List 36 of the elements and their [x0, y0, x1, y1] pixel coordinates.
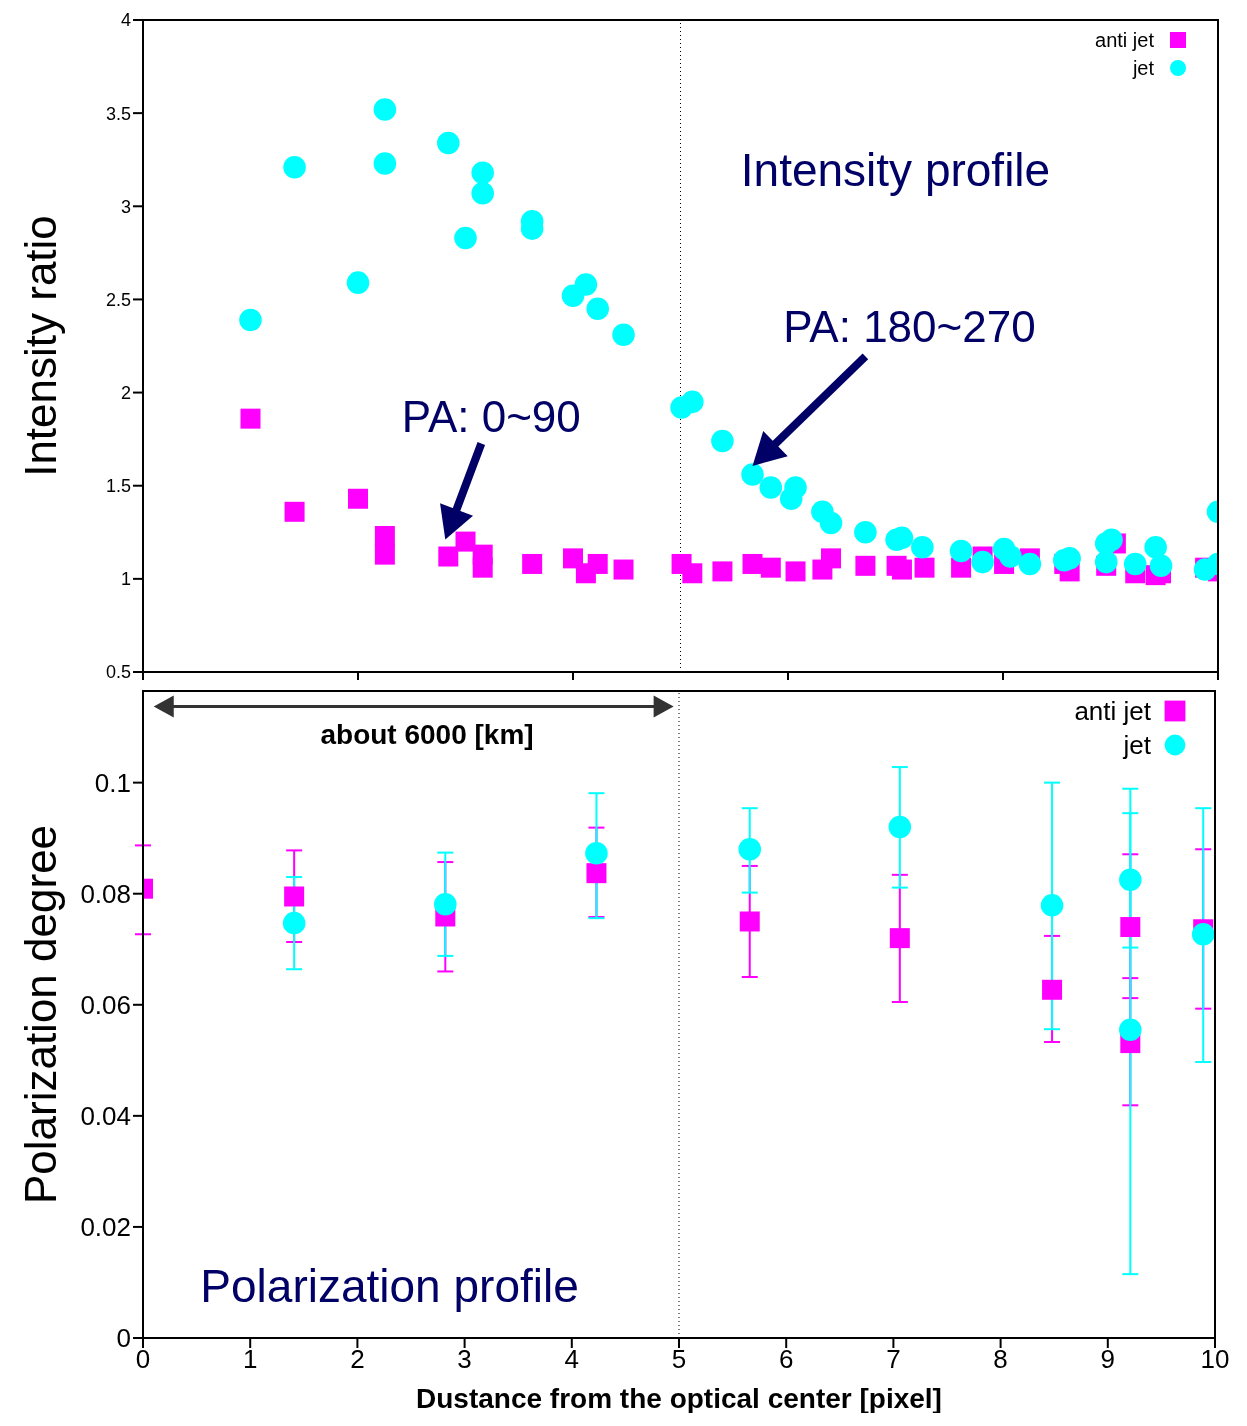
x-tick-label: 7 [886, 1344, 901, 1375]
legend-label: jet [1122, 730, 1152, 760]
x-tick-label: 8 [993, 1344, 1008, 1375]
x-tick-label: 5 [671, 1344, 687, 1375]
x-tick-label: 6 [778, 1344, 794, 1375]
y-tick-label: 2 [120, 382, 131, 403]
legend-label: anti jet [1095, 29, 1155, 51]
annotation: about 6000 [km] [320, 718, 534, 750]
y-tick-label: 0.04 [80, 1101, 131, 1132]
y-tick-label: 0.5 [105, 662, 131, 683]
y-tick-label: 0.02 [80, 1212, 131, 1243]
y-tick-label: 2.5 [105, 289, 131, 310]
x-tick-label: 9 [1100, 1344, 1116, 1375]
y-tick-label: 4 [120, 10, 131, 31]
y-axis-title: Intensity ratio [15, 215, 65, 477]
y-tick-label: 3.5 [105, 103, 131, 124]
annotation: PA: 180~270 [783, 301, 1036, 351]
y-tick-label: 0.08 [80, 878, 131, 909]
x-axis-title: Dustance from the optical center [pixel] [416, 1383, 942, 1414]
y-tick-label: 1.5 [105, 476, 131, 497]
x-tick-label: 4 [564, 1344, 580, 1375]
y-tick-label: 1 [120, 569, 131, 590]
legend-label: jet [1131, 57, 1155, 79]
annotation: Intensity profile [740, 143, 1051, 196]
x-tick-label: 10 [1200, 1344, 1230, 1375]
annotation: Polarization profile [200, 1260, 579, 1313]
x-tick-label: 1 [242, 1344, 258, 1375]
y-tick-label: 0.06 [80, 990, 131, 1021]
x-tick-label: 3 [457, 1344, 472, 1375]
y-tick-label: 0 [116, 1323, 131, 1354]
y-tick-label: 0.1 [94, 767, 131, 798]
y-tick-label: 3 [120, 196, 131, 217]
legend-label: anti jet [1074, 696, 1152, 726]
y-axis-title: Polarization degree [15, 824, 65, 1205]
annotation: PA: 0~90 [401, 392, 581, 441]
x-tick-label: 2 [350, 1344, 365, 1375]
